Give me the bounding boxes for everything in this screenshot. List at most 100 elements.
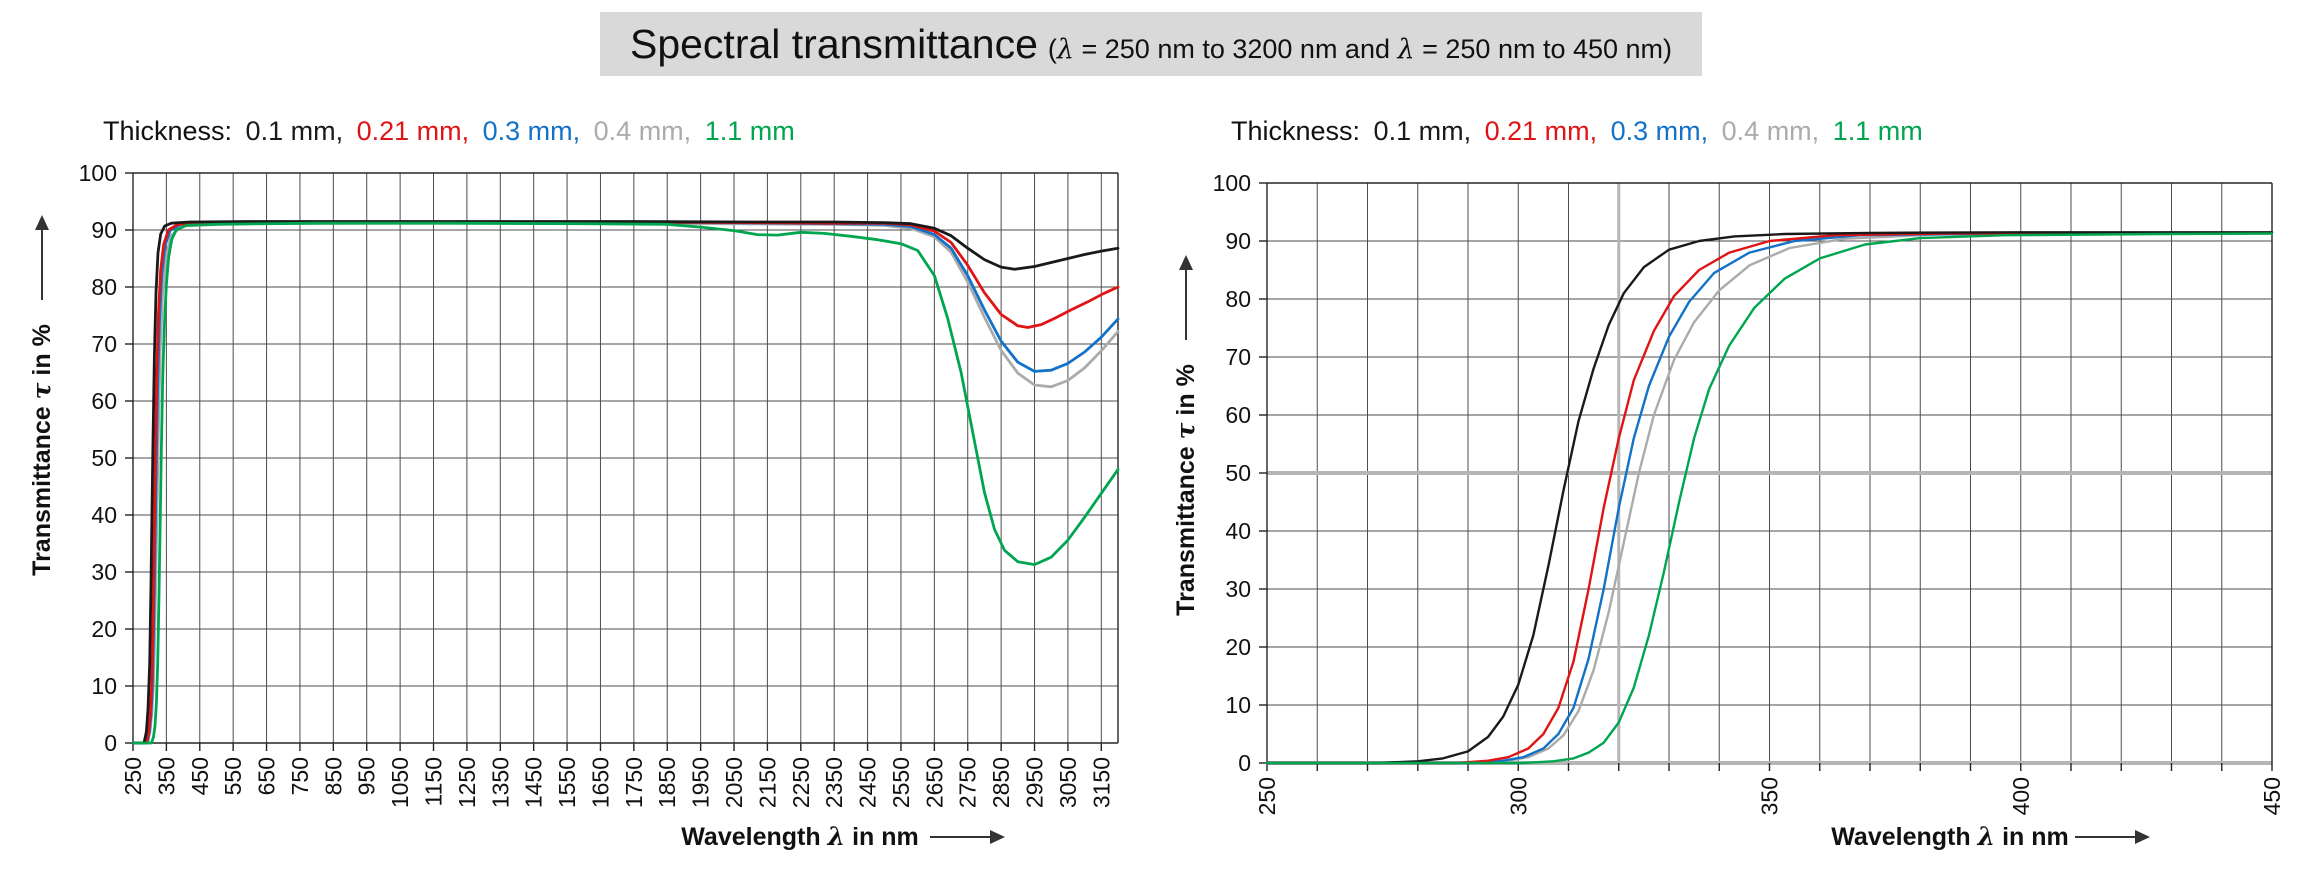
- y-tick-label: 0: [104, 730, 117, 756]
- x-tick-label: 250: [1254, 777, 1280, 815]
- x-tick-labels: 250 350 450 550 650 750 850 950 1050 1150 1250 1350…: [120, 757, 1114, 808]
- legend-left: Thickness: 0.1 mm, 0.21 mm, 0.3 mm, 0.4 …: [103, 116, 807, 147]
- curve-0.3mm: [1265, 231, 2274, 765]
- y-tick-label: 30: [1225, 576, 1251, 602]
- page-title: Spectral transmittance: [629, 21, 1038, 67]
- y-tick-label: 10: [91, 673, 117, 699]
- legend-item-1.1mm: 1.1 mm: [1825, 116, 1923, 146]
- y-tick-label: 10: [1225, 692, 1251, 718]
- series-group: [1265, 231, 2274, 765]
- x-tick-label: 1650: [587, 757, 613, 808]
- y-tick-label: 50: [1225, 460, 1251, 486]
- y-axis-arrow-icon: [35, 215, 49, 300]
- y-axis-title: Transmittance τ in %: [27, 324, 56, 576]
- legend-item-1.1mm: 1.1 mm: [697, 116, 795, 146]
- x-axis-arrow-icon: [930, 830, 1005, 844]
- curve-0.4mm: [1265, 232, 2274, 765]
- x-tick-label: 550: [220, 757, 246, 795]
- x-tick-label: 450: [187, 757, 213, 795]
- x-axis-title: Wavelength λ in nm: [681, 822, 918, 851]
- y-tick-label: 60: [91, 388, 117, 414]
- x-tick-label: 350: [153, 757, 179, 795]
- x-tick-label: 2050: [721, 757, 747, 808]
- x-axis-title: Wavelength λ in nm: [1831, 822, 2068, 851]
- x-tick-label: 2150: [754, 757, 780, 808]
- x-tick-label: 1750: [621, 757, 647, 808]
- x-tick-label: 1950: [688, 757, 714, 808]
- tick-marks: [1259, 182, 2273, 771]
- legend-item-0.4mm: 0.4 mm,: [586, 116, 692, 146]
- legend-item-0.3mm: 0.3 mm,: [1603, 116, 1709, 146]
- y-tick-label: 50: [91, 445, 117, 471]
- lambda-symbol: λ: [1397, 34, 1415, 65]
- legend-item-0.1mm: 0.1 mm,: [1366, 116, 1472, 146]
- x-tick-labels: 250 300 350 400 450: [1254, 777, 2285, 815]
- y-tick-label: 80: [1225, 286, 1251, 312]
- y-tick-label: 20: [1225, 634, 1251, 660]
- curve-0.1mm: [131, 220, 1120, 745]
- x-tick-label: 1050: [387, 757, 413, 808]
- title-text: = 250 nm to 3200 nm and: [1074, 34, 1398, 64]
- curve-0.21mm: [1265, 231, 2274, 765]
- title-banner: Spectral transmittance (λ = 250 nm to 32…: [599, 12, 1703, 76]
- gridlines: [132, 172, 1118, 744]
- x-tick-label: 1250: [454, 757, 480, 808]
- y-tick-label: 40: [1225, 518, 1251, 544]
- legend-item-0.3mm: 0.3 mm,: [475, 116, 581, 146]
- y-tick-label: 80: [91, 274, 117, 300]
- x-tick-label: 750: [287, 757, 313, 795]
- legend-items: 0.1 mm, 0.21 mm, 0.3 mm, 0.4 mm, 1.1 mm: [238, 116, 801, 146]
- x-tick-label: 450: [2259, 777, 2285, 815]
- curve-1.1mm: [1265, 232, 2274, 765]
- y-axis-title: Transmittance τ in %: [1171, 364, 1200, 616]
- legend-right: Thickness: 0.1 mm, 0.21 mm, 0.3 mm, 0.4 …: [1231, 116, 1935, 147]
- y-tick-label: 90: [1225, 228, 1251, 254]
- curve-0.3mm: [131, 220, 1120, 745]
- x-tick-label: 650: [254, 757, 280, 795]
- x-tick-label: 2350: [821, 757, 847, 808]
- x-tick-label: 950: [354, 757, 380, 795]
- x-tick-label: 2750: [955, 757, 981, 808]
- tick-marks: [125, 172, 1103, 751]
- x-tick-label: 2850: [988, 757, 1014, 808]
- curve-1.1mm: [131, 221, 1120, 745]
- legend-prefix: Thickness:: [103, 116, 233, 146]
- series-group: [131, 220, 1120, 745]
- x-tick-label: 2450: [855, 757, 881, 808]
- x-axis-arrow-icon: [2075, 830, 2150, 844]
- legend-item-0.21mm: 0.21 mm,: [1477, 116, 1598, 146]
- y-axis-arrow-icon: [1179, 255, 1193, 340]
- y-tick-label: 0: [1238, 750, 1251, 776]
- legend-item-0.1mm: 0.1 mm,: [238, 116, 344, 146]
- x-tick-label: 2650: [921, 757, 947, 808]
- lambda-symbol: λ: [1056, 34, 1075, 65]
- x-tick-label: 2950: [1022, 757, 1048, 808]
- x-tick-label: 1150: [421, 757, 447, 806]
- x-tick-label: 2550: [888, 757, 914, 808]
- title-text: (: [1047, 34, 1057, 64]
- chart-uv-edge: 250 300 350 400 450 0 10 20 30 40 50 60 70 80 90 100 Wav…: [1171, 170, 2285, 851]
- x-tick-label: 350: [1757, 777, 1783, 815]
- x-tick-label: 1550: [554, 757, 580, 808]
- y-tick-label: 60: [1225, 402, 1251, 428]
- y-tick-label: 100: [79, 160, 117, 186]
- y-tick-label: 20: [91, 616, 117, 642]
- x-tick-label: 250: [120, 757, 146, 795]
- legend-prefix: Thickness:: [1231, 116, 1361, 146]
- x-tick-label: 850: [320, 757, 346, 795]
- title-text: = 250 nm to 450 nm): [1414, 34, 1673, 64]
- x-tick-label: 1450: [521, 757, 547, 808]
- chart-full-range: 250 350 450 550 650 750 850 950 1050 1150 1250 1350…: [27, 160, 1120, 851]
- x-tick-label: 1350: [487, 757, 513, 808]
- y-tick-labels: 0 10 20 30 40 50 60 70 80 90 100: [79, 160, 117, 756]
- y-tick-label: 90: [91, 217, 117, 243]
- y-tick-label: 70: [1225, 344, 1251, 370]
- page-title-range: (λ = 250 nm to 3200 nm and λ = 250 nm to…: [1048, 34, 1672, 65]
- y-tick-label: 40: [91, 502, 117, 528]
- x-tick-label: 400: [2008, 777, 2034, 815]
- x-tick-label: 3150: [1088, 757, 1114, 808]
- x-tick-label: 3050: [1055, 757, 1081, 808]
- curve-0.4mm: [131, 221, 1120, 745]
- x-tick-label: 300: [1505, 777, 1531, 815]
